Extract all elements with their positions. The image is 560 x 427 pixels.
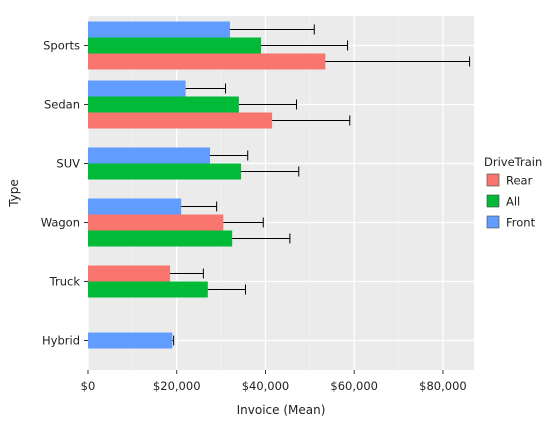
x-tick-label: $20,000 bbox=[153, 379, 201, 393]
y-axis-title: Type bbox=[7, 179, 21, 208]
x-tick-label: $60,000 bbox=[330, 379, 378, 393]
legend: DriveTrain Rear All Front bbox=[484, 155, 542, 230]
legend-label-front: Front bbox=[506, 216, 536, 230]
x-axis-title: Invoice (Mean) bbox=[237, 403, 326, 417]
legend-label-all: All bbox=[506, 195, 520, 209]
bar-truck-all bbox=[88, 281, 208, 298]
legend-swatch-front bbox=[486, 215, 500, 229]
x-tick-label: $0 bbox=[81, 379, 96, 393]
y-tick-label: Wagon bbox=[41, 216, 80, 230]
bar-sedan-rear bbox=[88, 112, 273, 129]
y-tick-label: SUV bbox=[56, 157, 80, 171]
y-tick-label: Hybrid bbox=[42, 334, 80, 348]
x-tick-label: $40,000 bbox=[242, 379, 290, 393]
legend-label-rear: Rear bbox=[506, 174, 533, 188]
bar-hybrid-front bbox=[88, 332, 173, 349]
x-tick-label: $80,000 bbox=[419, 379, 467, 393]
y-tick-label: Truck bbox=[49, 275, 81, 289]
bar-sports-all bbox=[88, 37, 262, 54]
y-tick-label: Sports bbox=[43, 39, 80, 53]
bar-suv-front bbox=[88, 147, 211, 164]
plot-panel bbox=[88, 16, 474, 370]
legend-title: DriveTrain bbox=[484, 155, 542, 169]
bar-wagon-all bbox=[88, 230, 233, 247]
bar-sports-rear bbox=[88, 53, 326, 70]
bar-sedan-front bbox=[88, 80, 186, 97]
bar-truck-rear bbox=[88, 265, 171, 282]
bar-sedan-all bbox=[88, 96, 239, 113]
bar-wagon-rear bbox=[88, 214, 224, 231]
axes: $0 $20,000 $40,000 $60,000 $80,000 Sports Seda… bbox=[41, 39, 467, 394]
bar-suv-all bbox=[88, 163, 242, 180]
bar-wagon-front bbox=[88, 198, 182, 215]
legend-swatch-rear bbox=[486, 173, 500, 187]
legend-swatch-all bbox=[486, 194, 500, 208]
bars bbox=[88, 21, 471, 349]
y-tick-label: Sedan bbox=[44, 98, 80, 112]
bar-sports-front bbox=[88, 21, 230, 38]
